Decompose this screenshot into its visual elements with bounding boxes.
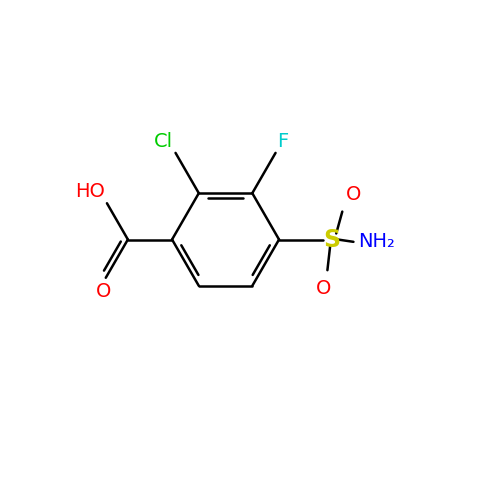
Text: NH₂: NH₂ bbox=[358, 232, 395, 251]
Text: O: O bbox=[96, 283, 112, 301]
Text: O: O bbox=[345, 185, 361, 204]
Text: HO: HO bbox=[75, 182, 104, 201]
Text: O: O bbox=[316, 280, 331, 298]
Text: F: F bbox=[277, 132, 289, 150]
Text: Cl: Cl bbox=[154, 132, 173, 150]
Text: S: S bbox=[323, 228, 340, 251]
